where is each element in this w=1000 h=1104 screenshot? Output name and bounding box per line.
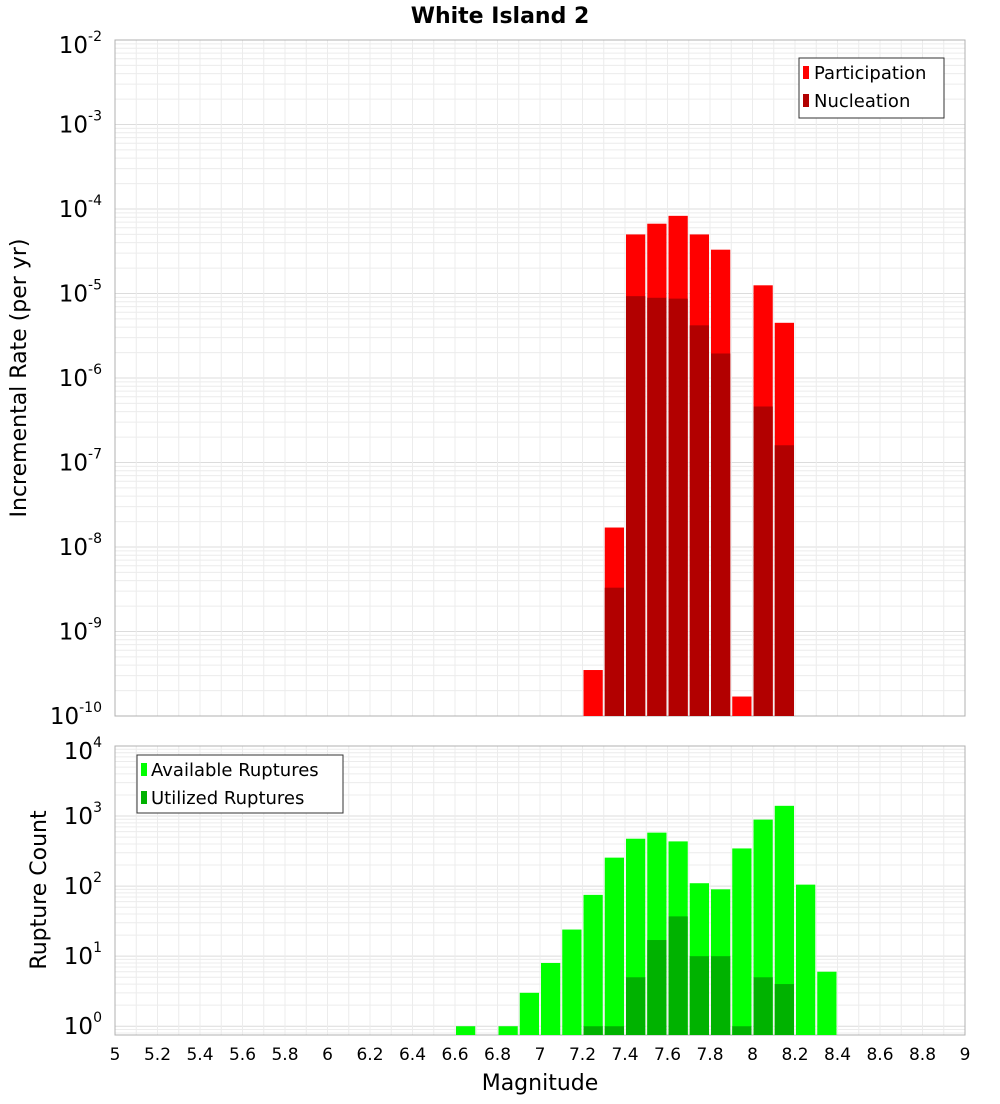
rate-bar-nucleation <box>626 296 646 716</box>
x-tick-label: 7 <box>535 1045 546 1065</box>
top-plot-bars <box>583 215 794 717</box>
x-tick-label: 9 <box>960 1045 971 1065</box>
x-tick-label: 5 <box>110 1045 121 1065</box>
x-tick-label: 5.8 <box>271 1045 298 1065</box>
x-tick-label: 6.6 <box>441 1045 468 1065</box>
x-tick-label: 7.2 <box>569 1045 596 1065</box>
y-tick-label: 10-2 <box>59 29 102 59</box>
count-bar-utilized-ruptures <box>732 1026 752 1035</box>
y-tick-label: 10-4 <box>59 193 102 223</box>
y-tick-label: 10-7 <box>59 447 102 477</box>
y-tick-label: 10-5 <box>59 278 102 308</box>
top-legend: Participation Nucleation <box>798 57 945 119</box>
count-bar-available-ruptures <box>774 805 794 1035</box>
bottom-plot-frame <box>114 745 966 1036</box>
count-bar-available-ruptures <box>498 1026 518 1035</box>
y-tick-label: 10-10 <box>50 700 102 730</box>
rate-bar-nucleation <box>753 406 773 716</box>
y-tick-label: 100 <box>64 1010 102 1040</box>
top-plot-grid <box>114 39 966 717</box>
legend-swatch-nucleation <box>803 94 809 107</box>
count-bar-available-ruptures <box>732 848 752 1035</box>
count-bar-utilized-ruptures <box>583 1026 603 1035</box>
bottom-y-tick-labels: 100 101 102 103 104 <box>64 735 102 1040</box>
legend-swatch-participation <box>803 66 809 79</box>
count-bar-utilized-ruptures <box>774 984 794 1035</box>
rate-bar-nucleation <box>604 587 624 716</box>
legend-swatch-utilized-ruptures <box>141 791 147 804</box>
count-bar-available-ruptures <box>456 1026 476 1035</box>
x-tick-labels: 5 5.2 5.4 5.6 5.8 6 6.2 6.4 6.6 6.8 7 7.2 7.4 7.6 7.8 8… <box>110 1045 971 1065</box>
count-bar-available-ruptures <box>817 971 837 1035</box>
count-bar-utilized-ruptures <box>626 977 646 1035</box>
top-plot-frame <box>114 39 966 717</box>
y-tick-label: 104 <box>64 735 102 765</box>
count-bar-available-ruptures <box>519 992 539 1035</box>
x-tick-label: 6.8 <box>484 1045 511 1065</box>
chart-title: White Island 2 <box>411 4 590 29</box>
rate-bar-nucleation <box>711 353 731 716</box>
bottom-plot-grid <box>114 745 966 1035</box>
y-tick-label: 10-9 <box>59 616 102 646</box>
legend-label-utilized-ruptures: Utilized Ruptures <box>151 788 304 809</box>
top-y-axis-label: Incremental Rate (per yr) <box>7 239 32 518</box>
count-bar-available-ruptures <box>541 962 561 1035</box>
count-bar-utilized-ruptures <box>604 1026 624 1035</box>
count-bar-utilized-ruptures <box>689 956 709 1035</box>
count-bar-available-ruptures <box>562 929 582 1035</box>
count-bar-utilized-ruptures <box>647 940 667 1035</box>
top-y-tick-labels: 10-10 10-9 10-8 10-7 10-6 10-5 10-4 10-3 10-2 <box>50 29 102 730</box>
count-bar-available-ruptures <box>604 857 624 1035</box>
x-tick-label: 6.2 <box>356 1045 383 1065</box>
x-tick-label: 8.2 <box>781 1045 808 1065</box>
count-bar-available-ruptures <box>796 884 816 1035</box>
y-tick-label: 10-8 <box>59 531 102 561</box>
bottom-legend: Available Ruptures Utilized Ruptures <box>136 754 344 814</box>
x-tick-label: 5.4 <box>186 1045 213 1065</box>
rate-bar-nucleation <box>647 297 667 716</box>
rate-bar-nucleation <box>689 325 709 716</box>
bottom-legend-box <box>136 754 344 814</box>
legend-label-participation: Participation <box>814 63 926 84</box>
legend-swatch-available-ruptures <box>141 763 147 776</box>
rate-bar-participation <box>583 670 603 716</box>
x-axis-label: Magnitude <box>482 1071 599 1096</box>
legend-label-available-ruptures: Available Ruptures <box>151 760 319 781</box>
top-legend-box <box>798 57 945 119</box>
count-bar-available-ruptures <box>583 894 603 1035</box>
rate-bar-participation <box>732 696 752 716</box>
x-tick-label: 5.6 <box>229 1045 256 1065</box>
rate-bar-nucleation <box>774 445 794 716</box>
count-bar-utilized-ruptures <box>711 956 731 1035</box>
y-tick-label: 102 <box>64 870 102 900</box>
y-tick-label: 10-3 <box>59 109 102 139</box>
x-tick-label: 6 <box>322 1045 333 1065</box>
x-tick-label: 8.6 <box>866 1045 893 1065</box>
count-bar-utilized-ruptures <box>668 916 688 1035</box>
x-tick-label: 7.4 <box>611 1045 638 1065</box>
rate-bar-nucleation <box>668 298 688 716</box>
x-tick-label: 8 <box>747 1045 758 1065</box>
bottom-y-axis-label: Rupture Count <box>27 810 52 970</box>
x-tick-label: 8.4 <box>824 1045 851 1065</box>
x-tick-label: 8.8 <box>909 1045 936 1065</box>
bottom-plot-bars <box>456 805 837 1035</box>
y-tick-label: 10-6 <box>59 362 102 392</box>
y-tick-label: 103 <box>64 800 102 830</box>
x-tick-label: 6.4 <box>399 1045 426 1065</box>
y-tick-label: 101 <box>64 940 102 970</box>
x-tick-label: 7.8 <box>696 1045 723 1065</box>
x-tick-label: 5.2 <box>144 1045 171 1065</box>
legend-label-nucleation: Nucleation <box>814 91 910 112</box>
x-tick-label: 7.6 <box>654 1045 681 1065</box>
count-bar-utilized-ruptures <box>753 977 773 1035</box>
